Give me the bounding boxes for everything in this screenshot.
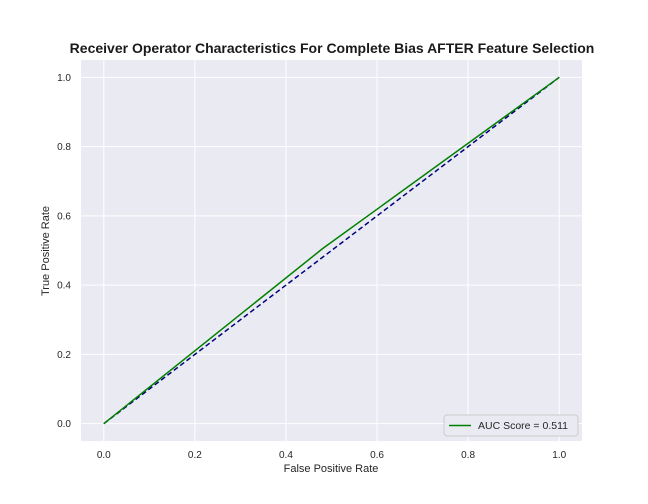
y-tick-label: 1.0 xyxy=(57,73,71,84)
legend-label-auc: AUC Score = 0.511 xyxy=(478,420,568,432)
roc-curve-line xyxy=(103,76,560,425)
x-tick-label: 0.8 xyxy=(461,450,475,461)
grid-lines xyxy=(81,60,582,441)
x-tick-label: 0.4 xyxy=(279,450,293,461)
chart-title: Receiver Operator Characteristics For Co… xyxy=(70,40,595,56)
y-tick-label: 0.2 xyxy=(57,350,71,361)
x-tick-label: 0.0 xyxy=(97,450,111,461)
legend-box xyxy=(443,414,579,437)
x-tick-labels: 0.0 0.2 0.4 0.6 0.8 1.0 xyxy=(97,450,567,461)
chance-diagonal-line xyxy=(103,76,560,425)
y-tick-labels: 0.0 0.2 0.4 0.6 0.8 1.0 xyxy=(57,73,71,430)
y-tick-label: 0.6 xyxy=(57,211,71,222)
y-tick-label: 0.4 xyxy=(57,281,71,292)
series-lines xyxy=(103,76,560,425)
x-tick-label: 0.2 xyxy=(188,450,202,461)
y-tick-label: 0.8 xyxy=(57,142,71,153)
x-axis-label: False Positive Rate xyxy=(284,463,379,475)
x-tick-label: 1.0 xyxy=(552,450,566,461)
x-tick-label: 0.6 xyxy=(370,450,384,461)
y-axis-label: True Positive Rate xyxy=(40,206,52,296)
legend: AUC Score = 0.511 xyxy=(443,414,579,437)
y-tick-label: 0.0 xyxy=(57,419,71,430)
